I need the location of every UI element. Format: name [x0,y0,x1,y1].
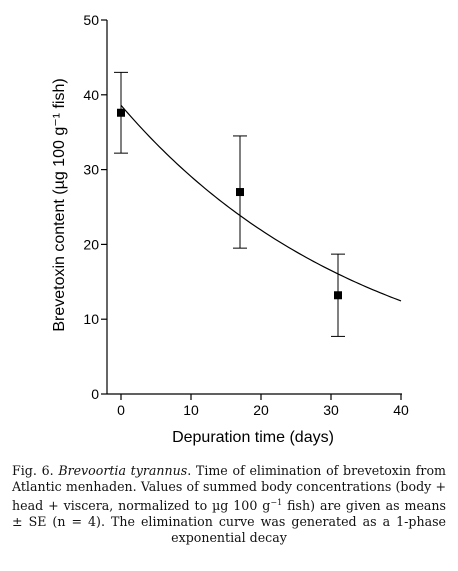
y-tick-label: 20 [83,236,99,252]
y-tick-label: 30 [83,162,99,178]
x-tick-label: 20 [253,402,269,418]
chart: 0 10 20 30 40 50 0 10 20 30 40 Depuration time (da… [51,12,409,446]
data-point [117,108,125,117]
x-axis-label: Depuration time (days) [172,429,334,446]
data-point [236,188,244,197]
y-axis-label: Brevetoxin content (µg 100 g⁻¹ fish) [51,78,68,331]
x-tick-label: 30 [323,402,339,418]
y-tick-label: 0 [91,386,99,402]
caption-fig-label: Fig. 6. [12,463,54,478]
tick-labels: 0 10 20 30 40 50 0 10 20 30 40 [83,12,409,418]
figure-caption: Fig. 6. Brevoortia tyrannus. Time of eli… [12,463,446,546]
x-tick-label: 10 [183,402,199,418]
errorbars [114,71,345,337]
x-tick-label: 0 [117,402,125,418]
y-tick-label: 40 [83,87,99,103]
caption-text-part1: . Time of elimination of brevetoxin from… [12,463,446,514]
caption-species: Brevoortia tyrannus [58,463,188,478]
ticks [101,19,402,400]
caption-text-part2: fish) are given as means ± SE (n = 4). T… [12,498,446,546]
x-tick-label: 40 [393,402,409,418]
data-point [334,291,342,300]
markers [117,108,342,300]
caption-superscript: −1 [270,498,283,507]
y-tick-label: 50 [83,12,99,28]
y-tick-label: 10 [83,311,99,327]
fit-curve [120,104,402,302]
axes [106,20,402,395]
